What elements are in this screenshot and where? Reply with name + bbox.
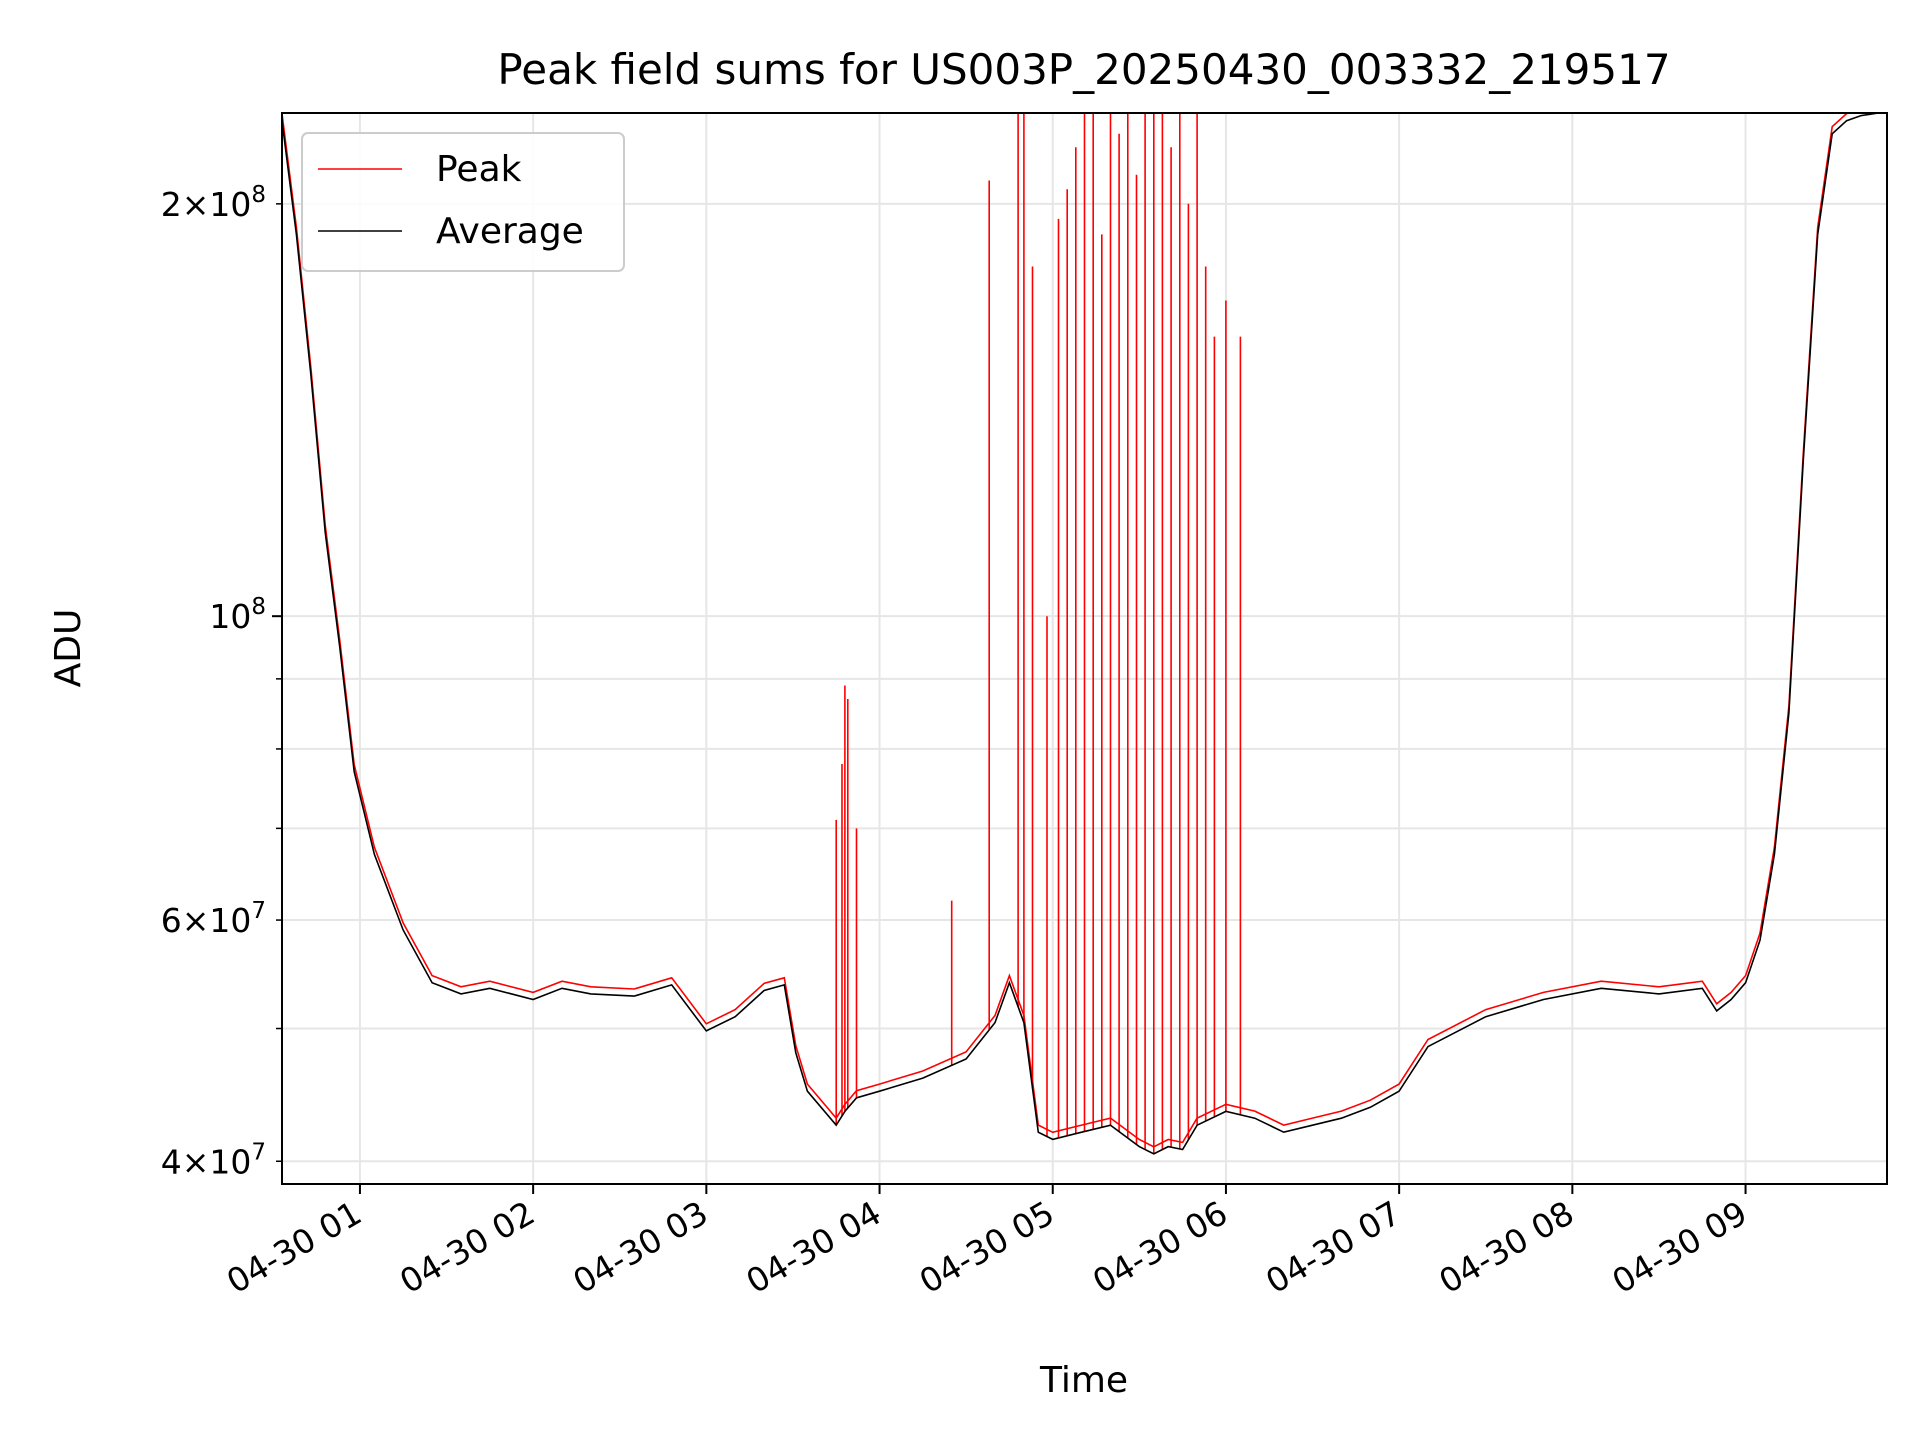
y-tick-exponent: 8 (251, 594, 266, 620)
y-axis-label: ADU (48, 609, 89, 688)
chart-title: Peak field sums for US003P_20250430_0033… (497, 45, 1670, 94)
plot-area (282, 113, 1887, 1155)
y-tick-exponent: 7 (251, 898, 266, 924)
y-tick-times: × (182, 901, 210, 940)
y-tick-label: 4×107 (161, 1139, 266, 1181)
y-tick-label: 6×107 (161, 898, 266, 940)
legend-label-peak: Peak (436, 149, 522, 190)
y-tick-mantissa: 2 (161, 185, 182, 224)
legend-box (301, 132, 625, 272)
plot-frame (281, 112, 1888, 1185)
y-tick-base: 10 (209, 1142, 251, 1181)
y-tick-label: 108 (209, 594, 266, 636)
y-tick-base: 10 (209, 901, 251, 940)
y-tick-base: 10 (209, 185, 251, 224)
legend-label-average: Average (436, 211, 584, 252)
x-axis-label: Time (1039, 1360, 1128, 1401)
y-tick-label: 2×108 (161, 182, 266, 224)
legend: Peak Average (301, 132, 625, 272)
y-tick-times: × (182, 1142, 210, 1181)
y-tick-exponent: 8 (251, 182, 266, 208)
series-peak-line (282, 113, 1851, 1148)
y-tick-mantissa: 4 (161, 1142, 182, 1181)
series-average-line (282, 113, 1887, 1155)
y-tick-times: × (182, 185, 210, 224)
y-tick-base: 10 (209, 597, 251, 636)
y-tick-mantissa: 6 (161, 901, 182, 940)
y-tick-exponent: 7 (251, 1139, 266, 1165)
